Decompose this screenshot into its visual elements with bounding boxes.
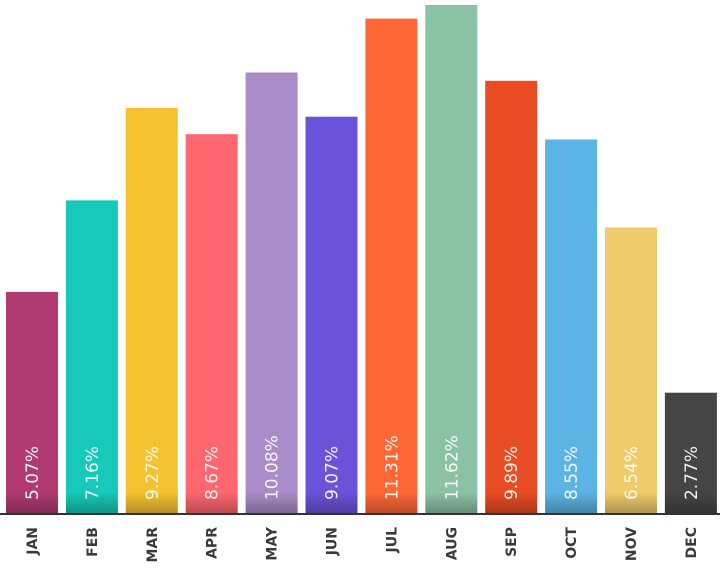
category-label-nov: NOV xyxy=(624,527,640,561)
bar-sep xyxy=(485,80,538,515)
value-label-may: 10.08% xyxy=(263,435,283,500)
value-label-apr: 8.67% xyxy=(203,446,223,500)
category-label-jan: JAN xyxy=(25,527,41,556)
category-label-jul: JUL xyxy=(384,527,400,554)
value-label-aug: 11.62% xyxy=(442,435,462,500)
bar-jul xyxy=(365,18,418,514)
bar-base-shade-feb xyxy=(65,492,118,514)
category-label-mar: MAR xyxy=(145,527,161,563)
bar-nov xyxy=(605,227,657,514)
value-label-jul: 11.31% xyxy=(382,435,402,500)
value-label-jan: 5.07% xyxy=(23,446,43,500)
bar-base-shade-aug xyxy=(425,492,478,514)
category-label-sep: SEP xyxy=(504,527,520,557)
category-label-oct: OCT xyxy=(564,527,580,559)
category-label-jun: JUN xyxy=(325,527,341,556)
category-label-apr: APR xyxy=(205,527,221,559)
bar-jun xyxy=(305,116,358,514)
category-label-may: MAY xyxy=(265,526,281,560)
bar-oct xyxy=(545,139,598,514)
bar-base-shade-jul xyxy=(365,492,418,514)
bar-feb xyxy=(65,200,118,514)
value-label-oct: 8.55% xyxy=(562,446,582,500)
bar-aug xyxy=(425,5,478,514)
category-label-aug: AUG xyxy=(444,527,460,560)
value-label-sep: 9.89% xyxy=(502,446,522,500)
bar-base-shade-may xyxy=(245,492,298,514)
bar-base-shade-nov xyxy=(605,492,657,514)
bar-base-shade-jun xyxy=(305,492,358,514)
bar-mar xyxy=(125,107,178,515)
bars-group: 5.07% 7.16% 9.27% 8.67% 10.08% 9.07% 11.31% 11.… xyxy=(6,5,717,515)
bar-apr xyxy=(185,134,238,514)
bar-jan xyxy=(6,291,58,514)
value-label-mar: 9.27% xyxy=(143,446,163,500)
category-label-dec: DEC xyxy=(684,527,700,558)
bar-may xyxy=(245,72,298,514)
value-label-nov: 6.54% xyxy=(622,446,642,500)
category-labels-group: JAN FEB MAR APR MAY JUN JUL AUG SEP OCT NOV DEC xyxy=(25,526,700,562)
bar-base-shade-mar xyxy=(125,492,178,514)
bar-base-shade-sep xyxy=(485,492,538,514)
bar-base-shade-oct xyxy=(545,492,598,514)
bar-base-shade-dec xyxy=(664,492,717,514)
bar-base-shade-apr xyxy=(185,492,238,514)
category-label-feb: FEB xyxy=(85,527,101,557)
value-label-jun: 9.07% xyxy=(323,446,343,500)
bar-base-shade-jan xyxy=(6,492,58,514)
value-label-dec: 2.77% xyxy=(682,446,702,500)
value-label-feb: 7.16% xyxy=(83,446,103,500)
